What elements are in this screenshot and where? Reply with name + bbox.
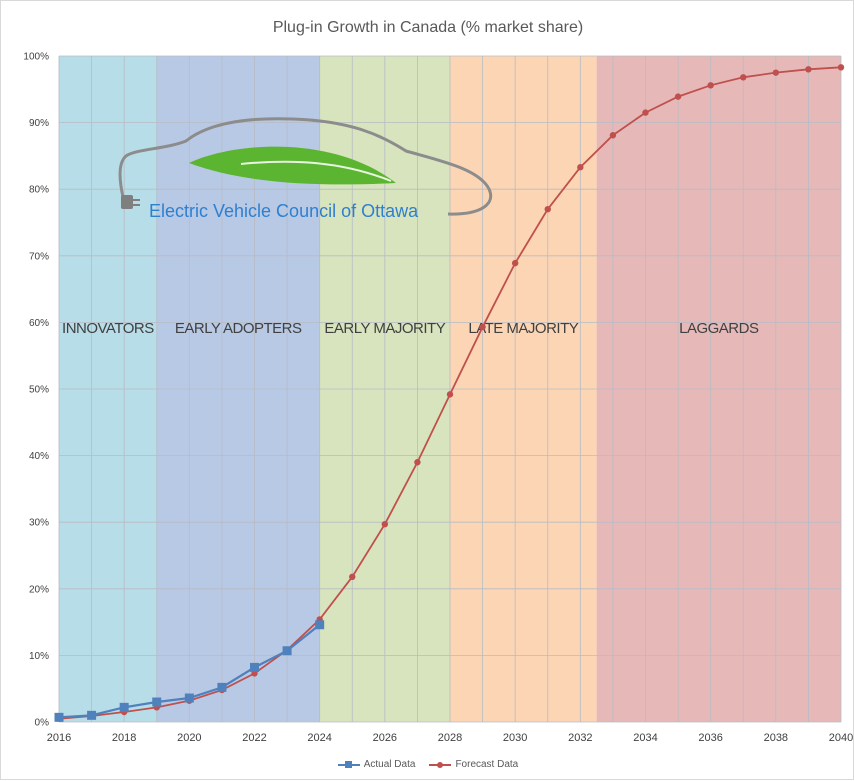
phase-label: EARLY MAJORITY [324, 320, 445, 337]
phase-label: EARLY ADOPTERS [175, 320, 302, 337]
x-tick-label: 2034 [633, 732, 657, 744]
actual-data-point [119, 702, 129, 712]
x-tick-label: 2018 [112, 732, 136, 744]
logo-text: Electric Vehicle Council of Ottawa [149, 201, 419, 221]
legend-item-forecast: Forecast Data [429, 759, 518, 770]
x-tick-label: 2022 [242, 732, 266, 744]
x-tick-label: 2016 [47, 732, 71, 744]
y-tick-label: 50% [29, 385, 49, 396]
y-tick-label: 40% [29, 451, 49, 462]
y-tick-label: 30% [29, 518, 49, 529]
phase-label: LATE MAJORITY [468, 320, 578, 337]
actual-data-point [315, 620, 325, 630]
forecast-data-point [479, 323, 486, 331]
y-tick-label: 90% [29, 118, 49, 129]
leaf-vein [240, 160, 392, 182]
x-tick-label: 2036 [698, 732, 722, 744]
legend: Actual Data Forecast Data [1, 759, 854, 770]
forecast-data-point [609, 132, 617, 139]
actual-data-point [250, 662, 259, 672]
forecast-data-point [642, 109, 649, 116]
plug-icon [121, 195, 140, 209]
x-tick-label: 2024 [307, 732, 331, 744]
actual-data-point [152, 697, 162, 707]
x-tick-label: 2030 [503, 732, 527, 744]
phase-label: LAGGARDS [679, 320, 759, 337]
forecast-data-point [349, 573, 356, 581]
y-tick-label: 20% [29, 584, 49, 595]
forecast-data-point [740, 74, 747, 81]
forecast-data-point [381, 520, 389, 528]
y-tick-label: 0% [35, 718, 50, 729]
y-tick-label: 70% [29, 251, 49, 262]
legend-label-forecast: Forecast Data [455, 759, 519, 770]
forecast-series-swatch-icon [429, 760, 452, 770]
x-tick-label: 2038 [764, 732, 788, 744]
actual-series-swatch-icon [337, 760, 360, 770]
forecast-data-point [446, 391, 454, 398]
legend-item-actual: Actual Data [337, 759, 416, 770]
x-tick-label: 2020 [177, 732, 201, 744]
y-tick-label: 100% [23, 52, 49, 63]
forecast-data-point [707, 82, 714, 89]
y-tick-label: 10% [29, 651, 49, 662]
forecast-data-point [674, 93, 682, 100]
x-tick-label: 2032 [568, 732, 592, 744]
series-markers [54, 64, 845, 722]
forecast-data-point [837, 64, 845, 71]
actual-data-point [184, 693, 194, 703]
actual-data-point [87, 710, 97, 720]
x-tick-label: 2028 [438, 732, 462, 744]
leaf-icon [189, 146, 396, 185]
x-tick-label: 2040 [829, 732, 853, 744]
actual-data-point [217, 682, 227, 692]
phase-labels: INNOVATORS EARLY ADOPTERS EARLY MAJORITY LA… [62, 320, 759, 337]
forecast-data-point [544, 205, 551, 213]
x-tick-label: 2026 [373, 732, 397, 744]
plug-car-leaf-logo: Electric Vehicle Council of Ottawa [118, 117, 493, 221]
phase-label: INNOVATORS [62, 320, 154, 337]
x-axis-ticks: 2016 2018 2020 2022 2024 2026 2028 2030 2032 2034… [47, 732, 853, 744]
y-tick-label: 60% [29, 318, 49, 329]
actual-data-point [282, 646, 292, 656]
forecast-data-point [511, 259, 519, 267]
y-axis-ticks: 0% 10% 20% 30% 40% 50% 60% 70% 80% 90% 100% [23, 52, 49, 729]
legend-label-actual: Actual Data [363, 759, 416, 770]
actual-data-point [54, 712, 64, 722]
forecast-data-point [772, 69, 780, 76]
car-outline-icon [118, 117, 493, 216]
forecast-data-point [414, 459, 421, 466]
forecast-data-point [805, 66, 812, 73]
y-tick-label: 80% [29, 185, 49, 196]
chart-title: Plug-in Growth in Canada (% market share… [272, 19, 584, 36]
forecast-data-point [577, 164, 584, 171]
